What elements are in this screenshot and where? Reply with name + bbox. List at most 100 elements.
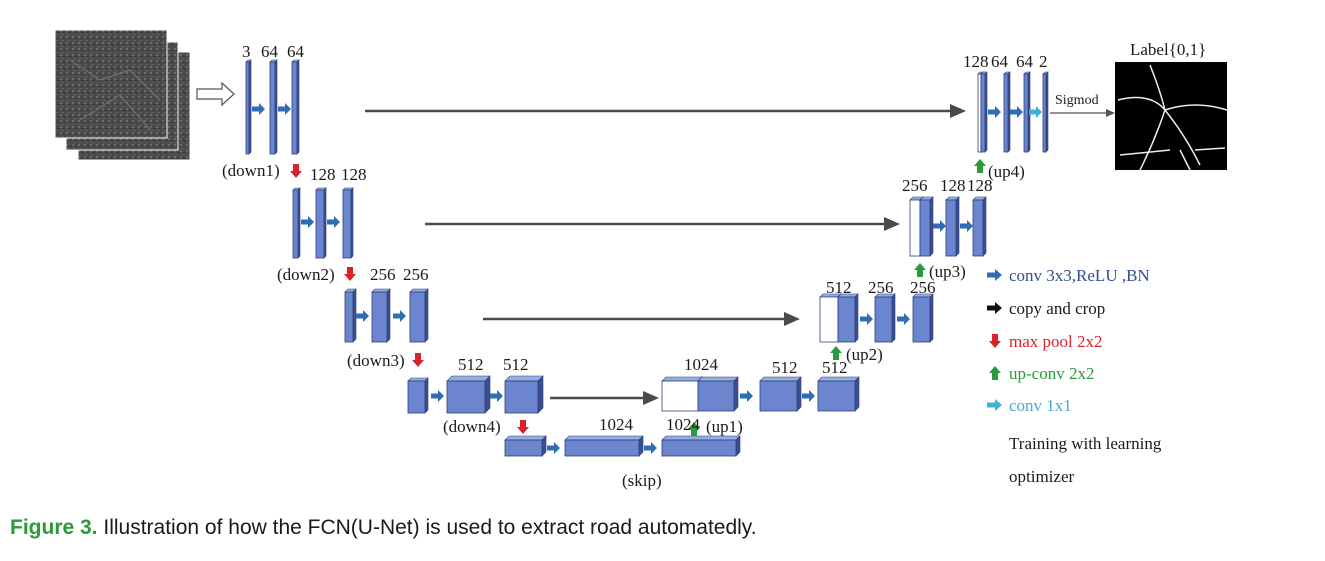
up4-block-concat-blue [980, 71, 988, 153]
up2-conv-arrow-2 [897, 313, 910, 325]
up4-upconv-arrow [974, 159, 986, 173]
figure-caption: Figure 3. Illustration of how the FCN(U-… [10, 516, 1310, 540]
up4-block-2 [1003, 71, 1011, 153]
up4-channel-4: 2 [1039, 52, 1048, 71]
copy-arrow-2 [425, 217, 900, 231]
up3-label: (up3) [929, 262, 966, 281]
down3-label: (down3) [347, 351, 405, 370]
up3-channel-3: 128 [967, 176, 993, 195]
enc2-channel-1: 128 [310, 165, 336, 184]
enc1-conv-arrow-2 [278, 103, 291, 115]
up2-block-3 [912, 293, 934, 343]
enc2-channel-2: 128 [341, 165, 367, 184]
up1-conv-arrow-1 [740, 390, 753, 402]
note-line-1: optimizer [1009, 467, 1074, 486]
copy-arrow-3 [483, 312, 800, 326]
up4-conv1x1-arrow [1029, 106, 1042, 118]
conv-arrow-icon [987, 269, 1002, 281]
legend-text-4: conv 1x1 [1009, 396, 1072, 415]
legend-text-1: copy and crop [1009, 299, 1105, 318]
output-label-image [1115, 62, 1228, 171]
enc3-conv-arrow-1 [356, 310, 369, 322]
up1-block-2 [759, 376, 802, 412]
up4-channel-2: 64 [991, 52, 1009, 71]
up3-channel-1: 256 [902, 176, 928, 195]
sigmoid-label: Sigmod [1055, 93, 1099, 108]
up2-channel-1: 512 [826, 278, 852, 297]
enc3-channel-2: 256 [403, 265, 429, 284]
enc4-channel-2: 512 [503, 355, 529, 374]
input-hollow-arrow [196, 81, 235, 107]
up1-channel-3: 512 [822, 358, 848, 377]
up4-block-3 [1023, 71, 1031, 153]
bottom-channel-2: 1024 [666, 415, 701, 434]
bottom-block-2 [564, 435, 644, 457]
copy-arrow-4 [550, 391, 659, 405]
skip-label: (skip) [622, 471, 662, 490]
enc1-channel-2: 64 [261, 42, 279, 61]
up1-conv-arrow-2 [802, 390, 815, 402]
up4-conv-arrow-1 [988, 106, 1001, 118]
bottom-channel-1: 1024 [599, 415, 634, 434]
figure-caption-label: Figure 3. [10, 516, 98, 539]
conv1x1-arrow-icon [987, 399, 1002, 411]
up1-label: (up1) [706, 417, 743, 436]
enc1-block-3 [291, 59, 300, 155]
up4-conv-arrow-2 [1010, 106, 1023, 118]
up2-upconv-arrow [830, 346, 842, 360]
bottom-block-3 [661, 435, 741, 457]
output-label: Label{0,1} [1130, 40, 1206, 59]
enc1-block-1 [245, 59, 252, 155]
down2-label: (down2) [277, 265, 335, 284]
enc1-conv-arrow-1 [252, 103, 265, 115]
up3-upconv-arrow [914, 263, 926, 277]
up3-block-2 [945, 196, 960, 257]
up2-channel-2: 256 [868, 278, 894, 297]
up1-channel-1: 1024 [684, 355, 719, 374]
up1-block-concat-white [661, 376, 703, 412]
sigmoid-arrow [1050, 109, 1115, 117]
down2-maxpool-arrow [344, 267, 356, 281]
unet-diagram: 3 64 64(down1) 128 128(down2) 256 256(down3) 51… [54, 29, 1228, 490]
up4-label: (up4) [988, 162, 1025, 181]
up2-label: (up2) [846, 345, 883, 364]
enc2-conv-arrow-1 [301, 216, 314, 228]
enc4-conv-arrow-2 [490, 390, 503, 402]
up1-upconv-arrow [688, 422, 700, 436]
up2-conv-arrow-1 [860, 313, 873, 325]
maxpool-arrow-icon [989, 334, 1001, 348]
enc4-block-3 [504, 375, 544, 414]
up4-block-out [1042, 71, 1049, 153]
enc1-block-2 [269, 59, 278, 155]
down1-label: (down1) [222, 161, 280, 180]
enc2-conv-arrow-2 [327, 216, 340, 228]
enc3-channel-1: 256 [370, 265, 396, 284]
enc2-block-3 [342, 187, 354, 259]
legend-text-0: conv 3x3,ReLU ,BN [1009, 266, 1150, 285]
up3-channel-2: 128 [940, 176, 966, 195]
copy-arrow-1 [365, 104, 966, 118]
legend-text-2: max pool 2x2 [1009, 332, 1103, 351]
enc4-conv-arrow-1 [431, 390, 444, 402]
enc2-block-1 [292, 187, 301, 259]
enc3-block-1 [344, 288, 357, 343]
up2-block-2 [874, 293, 896, 343]
enc4-channel-1: 512 [458, 355, 484, 374]
enc4-block-2 [446, 375, 491, 414]
bottom-block-1 [504, 435, 547, 457]
enc1-channel-3: 64 [287, 42, 305, 61]
down3-maxpool-arrow [412, 353, 424, 367]
down1-maxpool-arrow [290, 164, 302, 178]
enc4-block-1 [407, 377, 429, 414]
bottom-conv-arrow-2 [644, 442, 657, 454]
up3-block-3 [972, 196, 987, 257]
enc2-block-2 [315, 187, 327, 259]
enc3-block-3 [409, 288, 429, 343]
copy-arrow-icon [987, 302, 1002, 314]
input-image-stack [54, 29, 191, 161]
up2-block-concat-blue [837, 293, 859, 343]
up4-channel-3: 64 [1016, 52, 1034, 71]
down4-label: (down4) [443, 417, 501, 436]
figure-caption-text: Illustration of how the FCN(U-Net) is us… [97, 516, 757, 539]
up3-conv-arrow-1 [933, 220, 946, 232]
